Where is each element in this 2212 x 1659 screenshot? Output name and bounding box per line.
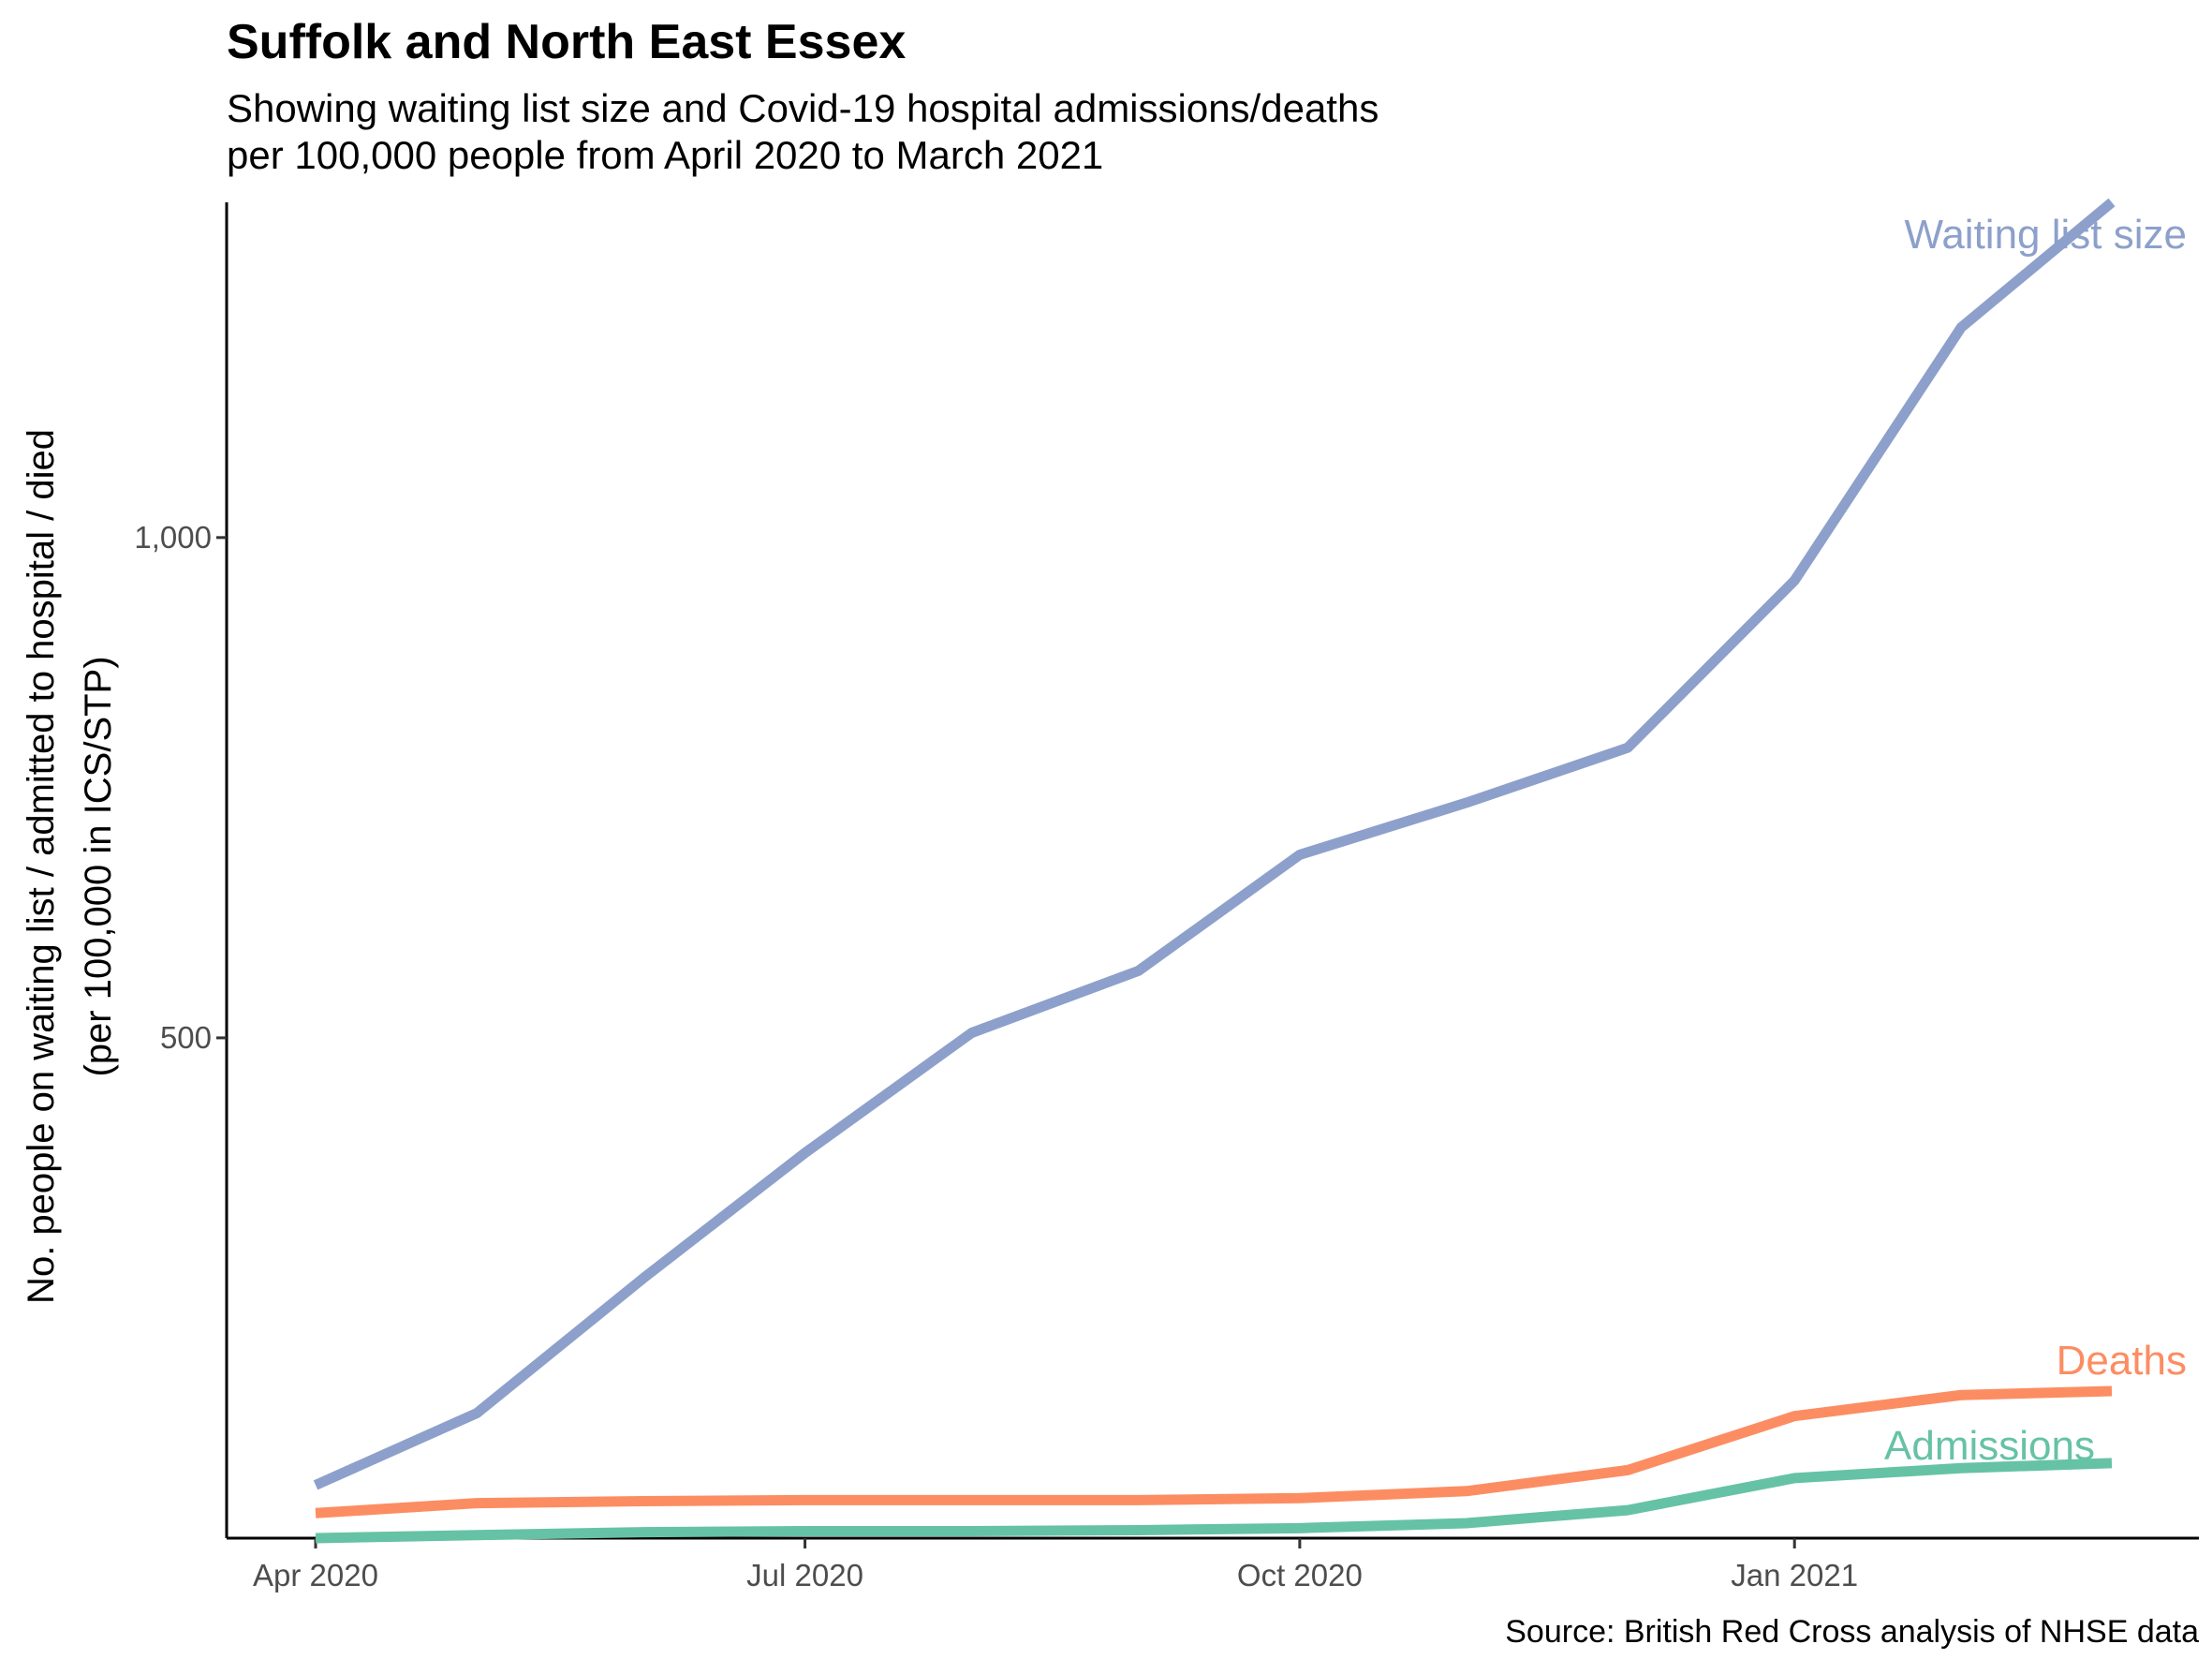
- x-tick-label: Jan 2021: [1731, 1558, 1858, 1592]
- chart-title: Suffolk and North East Essex: [227, 15, 906, 69]
- waiting-list-size-label: Waiting list size: [1904, 212, 2187, 258]
- deaths-line: [315, 1385, 2113, 1518]
- chart-subtitle-line-1: Showing waiting list size and Covid-19 h…: [227, 86, 1379, 130]
- y-tick-label: 500: [160, 1020, 212, 1055]
- x-tick-label: Apr 2020: [253, 1558, 378, 1592]
- y-tick-label: 1,000: [134, 520, 212, 555]
- chart-caption: Source: British Red Cross analysis of NH…: [1505, 1614, 2199, 1650]
- admissions-label: Admissions: [1884, 1423, 2095, 1469]
- y-axis-title-line-1: No. people on waiting list / admitted to…: [21, 429, 62, 1304]
- admissions-line: [315, 1458, 2113, 1544]
- x-tick-label: Oct 2020: [1237, 1558, 1363, 1592]
- x-tick-label: Jul 2020: [746, 1558, 863, 1592]
- deaths-label: Deaths: [2057, 1338, 2187, 1384]
- waiting-list-size-line: [313, 198, 2116, 1490]
- y-axis-title-line-2: (per 100,000 in ICS/STP): [78, 656, 119, 1076]
- chart-subtitle-line-2: per 100,000 people from April 2020 to Ma…: [227, 133, 1103, 177]
